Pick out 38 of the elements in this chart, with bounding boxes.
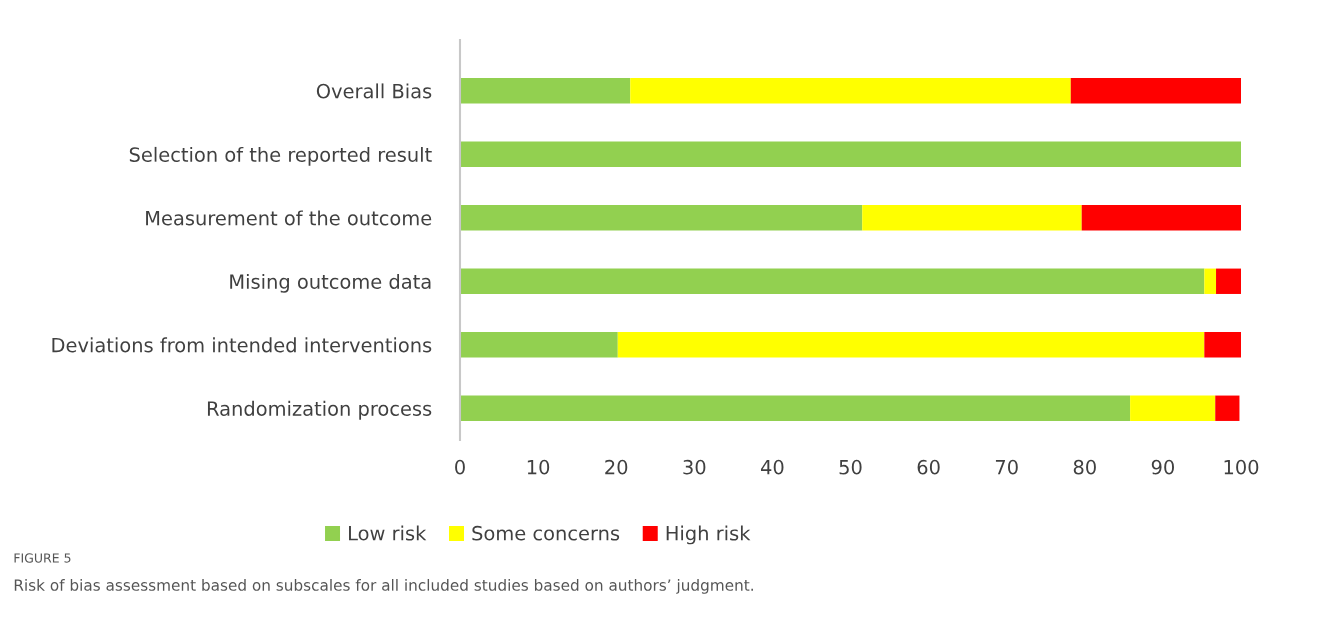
bar	[1216, 268, 1242, 294]
legend-label: Some concerns	[472, 525, 620, 541]
bar	[459, 141, 1242, 167]
text: Risk of bias assessment based on subscales for all included studies based on authors’ judgment.	[14, 579, 753, 594]
y-tick-label: Overall Bias	[316, 83, 432, 99]
bar	[459, 395, 1131, 421]
bar	[459, 268, 1205, 294]
bar	[1204, 332, 1242, 358]
bar	[1204, 268, 1217, 294]
x-tick-label: 100	[1224, 459, 1259, 475]
legend-label: Low risk	[349, 525, 427, 541]
y-tick-label: Randomization process	[207, 400, 432, 420]
bar	[1081, 205, 1242, 231]
bar	[459, 332, 618, 358]
x-tick-label: 70	[995, 459, 1018, 475]
y-tick-label: Selection of the reported result	[129, 146, 432, 166]
bar	[617, 332, 1205, 358]
x-tick-label: 90	[1151, 459, 1174, 475]
bar	[459, 78, 631, 104]
x-tick-label: 20	[605, 459, 628, 475]
bar	[630, 78, 1071, 104]
bar	[862, 205, 1082, 231]
y-tick-label: Measurement of the outcome	[146, 210, 432, 226]
y-tick-label: Deviations from intended interventions	[52, 337, 432, 353]
bar	[1130, 395, 1216, 421]
x-tick-label: 40	[760, 459, 784, 475]
x-tick-label: 80	[1073, 459, 1096, 475]
x-tick-label: 60	[917, 459, 940, 475]
y-tick-label: Mising outcome data	[230, 273, 431, 293]
bar	[459, 205, 863, 231]
bar	[1070, 78, 1242, 104]
legend-label: High risk	[666, 525, 751, 545]
x-tick-label: 50	[839, 459, 862, 475]
x-tick-label: 10	[527, 459, 550, 475]
x-tick-label: 0	[455, 459, 465, 475]
x-tick-label: 30	[683, 459, 706, 475]
bar	[1215, 395, 1240, 421]
text: FIGURE 5	[14, 553, 71, 563]
